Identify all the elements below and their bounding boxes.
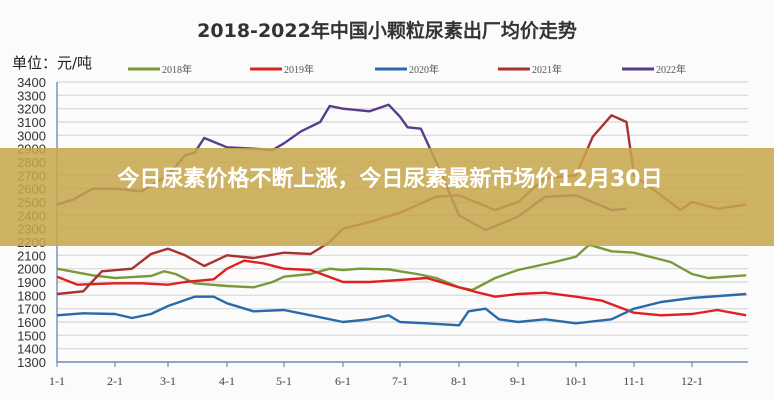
y-tick-label: 1500 [17, 328, 46, 343]
y-tick-label: 2100 [17, 248, 46, 263]
legend-label: 2022年 [656, 63, 686, 76]
x-tick-label: 9-1 [510, 374, 526, 388]
y-tick-label: 2000 [17, 262, 46, 277]
series-line-2019年 [56, 259, 747, 317]
y-tick-label: 1600 [17, 315, 46, 330]
x-tick-label: 4-1 [219, 374, 235, 388]
x-tick-label: 11-1 [623, 374, 645, 388]
x-tick-label: 10-1 [565, 374, 587, 388]
y-tick-label: 1300 [17, 355, 46, 370]
x-tick-label: 1-1 [49, 374, 65, 388]
legend-label: 2021年 [532, 63, 562, 76]
legend-label: 2019年 [284, 63, 314, 76]
y-tick-label: 3200 [17, 102, 46, 117]
series-line-2018年 [56, 243, 747, 292]
y-tick-label: 1800 [17, 288, 46, 303]
x-tick-label: 7-1 [392, 374, 408, 388]
y-tick-label: 3300 [17, 88, 46, 103]
y-tick-label: 3100 [17, 115, 46, 130]
y-tick-label: 3400 [17, 75, 46, 90]
y-tick-label: 1700 [17, 302, 46, 317]
x-tick-label: 6-1 [335, 374, 351, 388]
y-tick-label: 3000 [17, 128, 46, 143]
chart-title: 2018-2022年中国小颗粒尿素出厂均价走势 [197, 20, 577, 42]
x-tick-label: 3-1 [160, 374, 176, 388]
y-tick-label: 1400 [17, 342, 46, 357]
series-line-2020年 [56, 292, 747, 327]
legend-label: 2020年 [409, 63, 439, 76]
headline-text: 今日尿素价格不断上涨，今日尿素最新市场价12月30日 [117, 167, 663, 192]
x-tick-label: 5-1 [276, 374, 292, 388]
headline-banner: 今日尿素价格不断上涨，今日尿素最新市场价12月30日 [0, 148, 774, 246]
x-tick-label: 12-1 [681, 374, 703, 388]
legend-label: 2018年 [162, 63, 192, 76]
y-axis-unit-label: 单位：元/吨 [12, 54, 93, 72]
x-tick-label: 2-1 [107, 374, 123, 388]
y-tick-label: 1900 [17, 275, 46, 290]
x-tick-label: 8-1 [451, 374, 467, 388]
